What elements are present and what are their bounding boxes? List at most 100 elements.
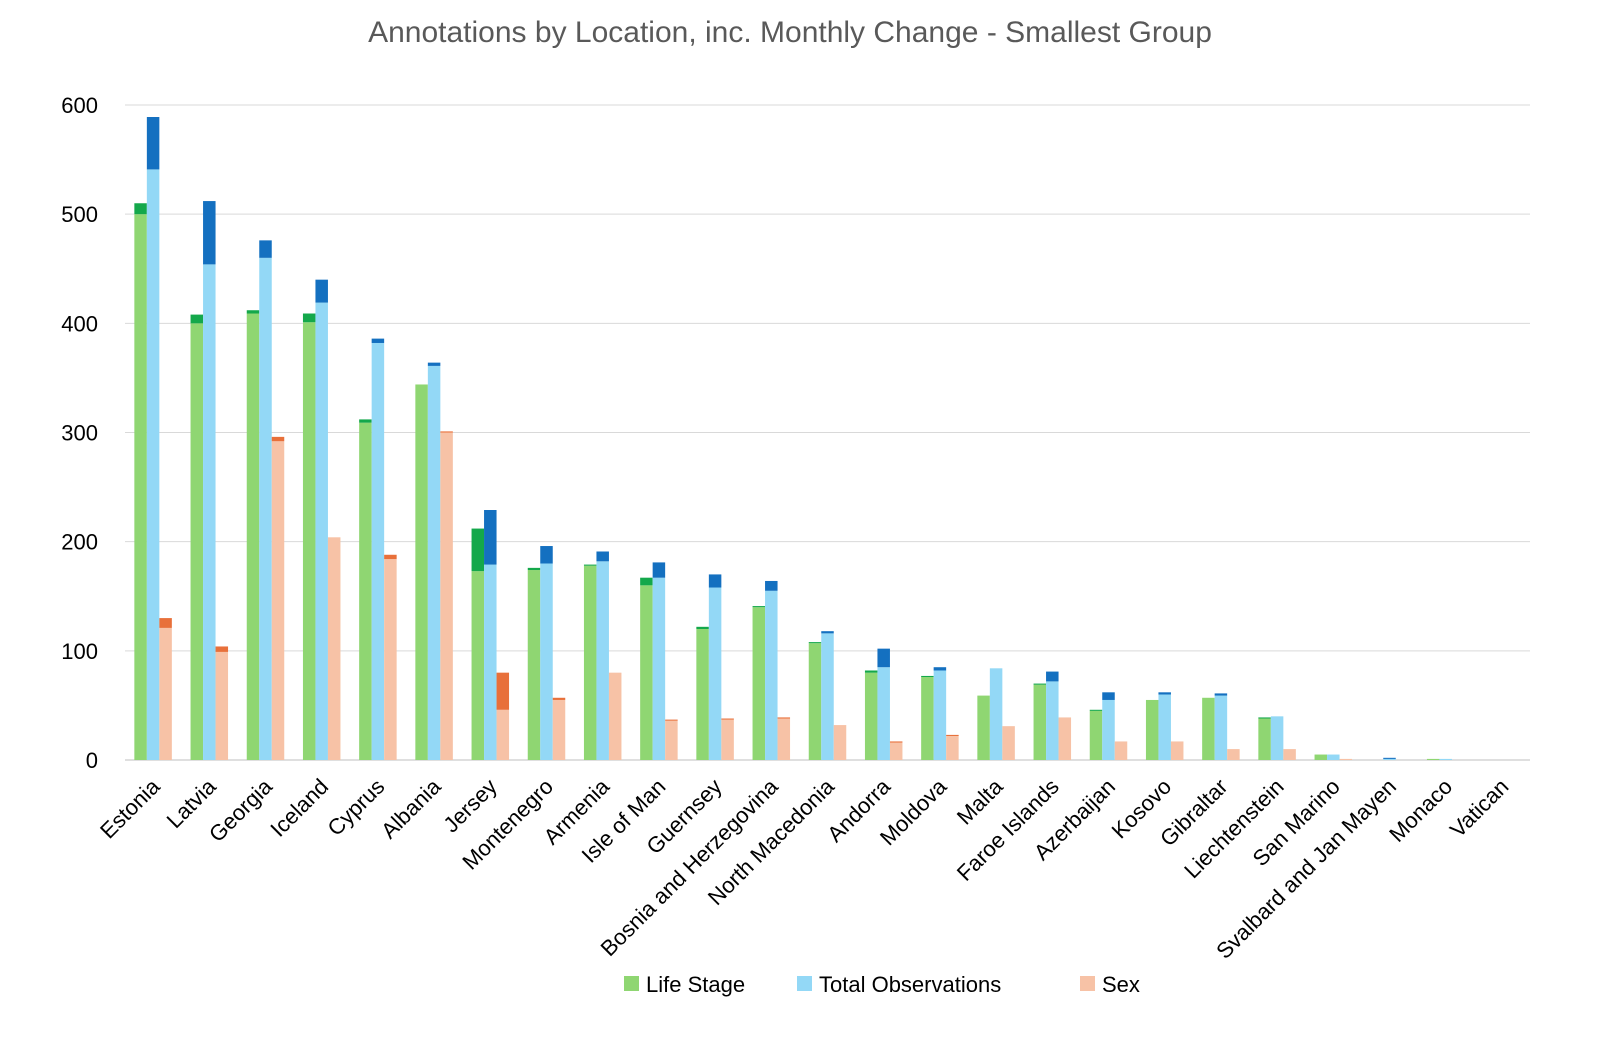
bar [933,670,947,760]
bar [833,725,847,760]
change-bar [527,567,541,571]
change-bar [933,667,947,671]
change-bar [640,577,653,586]
bar [1283,749,1296,760]
bar [652,577,666,760]
bar [777,718,791,760]
bar [496,709,510,760]
bar [596,561,609,760]
bar [190,323,204,760]
bar [327,537,341,760]
change-bar [471,528,485,572]
bar [640,585,653,760]
change-bar [583,564,597,566]
change-bar [496,672,510,710]
bar [708,587,722,760]
bar [371,342,385,760]
change-bar [1258,717,1271,719]
bar [821,633,834,760]
bar [752,607,766,760]
change-bar [808,642,822,644]
bar [302,322,316,760]
change-bar [921,675,934,678]
bar [1202,697,1215,760]
change-bar [134,203,147,215]
y-tick-label: 200 [61,530,98,555]
bar [1339,758,1353,760]
bar [415,384,428,760]
change-bar [215,646,229,652]
change-bar [259,240,272,258]
bar [259,257,272,760]
change-bar [302,313,316,323]
bar [1002,726,1015,760]
x-tick-label: Georgia [204,773,278,847]
y-tick-label: 100 [61,639,98,664]
change-bar [1214,693,1228,696]
bar [484,564,497,760]
bar [1214,695,1228,760]
bar [440,432,453,760]
bar [721,719,734,760]
bar [315,302,328,760]
x-tick-label: Cyprus [322,774,389,841]
change-bar [765,580,778,591]
bar [271,441,285,760]
bar [1033,684,1047,760]
change-bar [1033,683,1047,685]
bar [696,629,709,760]
change-bar [877,648,890,668]
change-bar [315,279,328,303]
change-bar [752,606,766,608]
change-bar [371,338,385,343]
change-bar [440,431,453,433]
bar [384,559,397,760]
bar [1270,716,1284,760]
x-tick-label: Monaco [1384,774,1457,847]
change-bar [708,574,722,588]
y-tick-label: 300 [61,421,98,446]
change-bar [384,554,397,560]
bar [1058,717,1072,760]
change-bar [864,670,878,673]
legend-label: Life Stage [646,972,745,997]
bar [977,695,990,760]
legend-swatch [1080,976,1095,991]
bar [1145,699,1159,760]
change-bar [652,562,666,578]
change-bar [721,718,734,720]
bar [608,672,622,760]
change-bar [1046,671,1059,682]
bar [864,672,878,760]
legend-label: Total Observations [819,972,1001,997]
bar [1046,681,1059,760]
bar [1258,718,1271,760]
legend-swatch [624,976,639,991]
change-bar [427,362,441,366]
y-tick-label: 600 [61,93,98,118]
change-bar [246,310,260,314]
bar [921,677,934,760]
change-bar [596,551,609,562]
bar [889,742,903,760]
legend-label: Sex [1102,972,1140,997]
bar [134,214,147,760]
change-bar [359,419,372,423]
bar [665,720,678,760]
bar [159,627,172,760]
bar [1426,758,1440,760]
change-bar [1089,709,1103,711]
change-bar [271,436,285,442]
bar [765,590,778,760]
bar [583,565,597,760]
change-bar [146,117,160,170]
bar [1227,749,1240,760]
bar [1102,699,1115,760]
chart-title: Annotations by Location, inc. Monthly Ch… [368,16,1212,49]
change-bar [1383,757,1396,759]
change-bar [203,201,216,265]
change-bar [540,546,553,564]
change-bar [190,314,204,324]
change-bar [1158,692,1171,695]
